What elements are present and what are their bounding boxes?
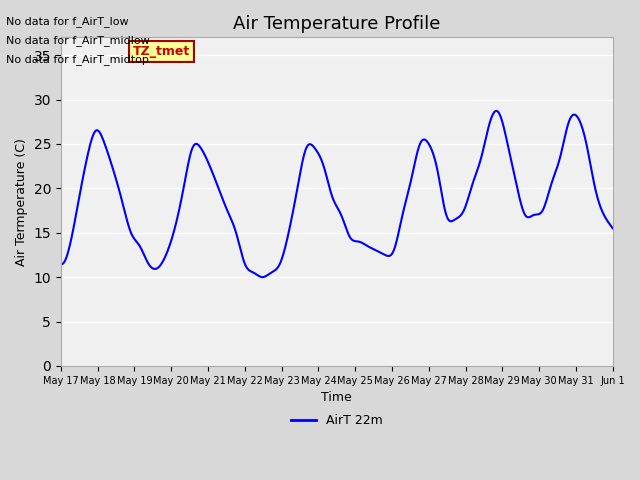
Y-axis label: Air Termperature (C): Air Termperature (C) (15, 138, 28, 265)
Legend: AirT 22m: AirT 22m (286, 409, 388, 432)
Title: Air Temperature Profile: Air Temperature Profile (233, 15, 440, 33)
Text: No data for f_AirT_midlow: No data for f_AirT_midlow (6, 35, 150, 46)
X-axis label: Time: Time (321, 391, 352, 404)
Text: No data for f_AirT_midtop: No data for f_AirT_midtop (6, 54, 149, 65)
Text: No data for f_AirT_low: No data for f_AirT_low (6, 16, 129, 27)
Text: TZ_tmet: TZ_tmet (132, 45, 190, 58)
